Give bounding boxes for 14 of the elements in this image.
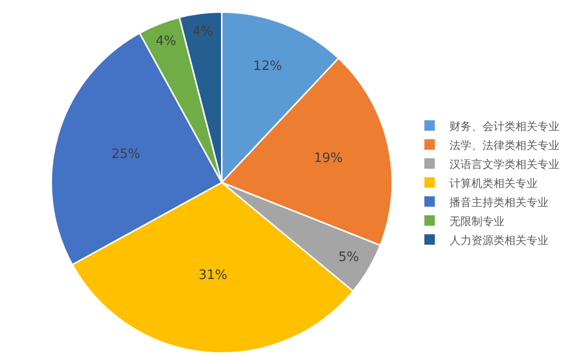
legend-label: 计算机类相关专业 bbox=[450, 176, 538, 190]
data-label: 19% bbox=[314, 151, 343, 166]
legend-label: 播音主持类相关专业 bbox=[450, 196, 549, 209]
legend-label: 人力资源类相关专业 bbox=[450, 234, 549, 247]
data-label: 25% bbox=[111, 147, 140, 162]
data-label: 31% bbox=[198, 268, 228, 283]
data-label: 4% bbox=[192, 24, 214, 40]
data-label: 12% bbox=[253, 59, 282, 74]
data-label: 5% bbox=[338, 250, 359, 266]
data-label: 4% bbox=[156, 34, 176, 50]
legend-label: 法学、法律类相关专业 bbox=[450, 138, 560, 152]
legend-label: 财务、会计类相关专业 bbox=[450, 120, 560, 133]
legend-label: 汉语言文学类相关专业 bbox=[450, 158, 560, 171]
legend-label: 无限制专业 bbox=[450, 214, 505, 228]
